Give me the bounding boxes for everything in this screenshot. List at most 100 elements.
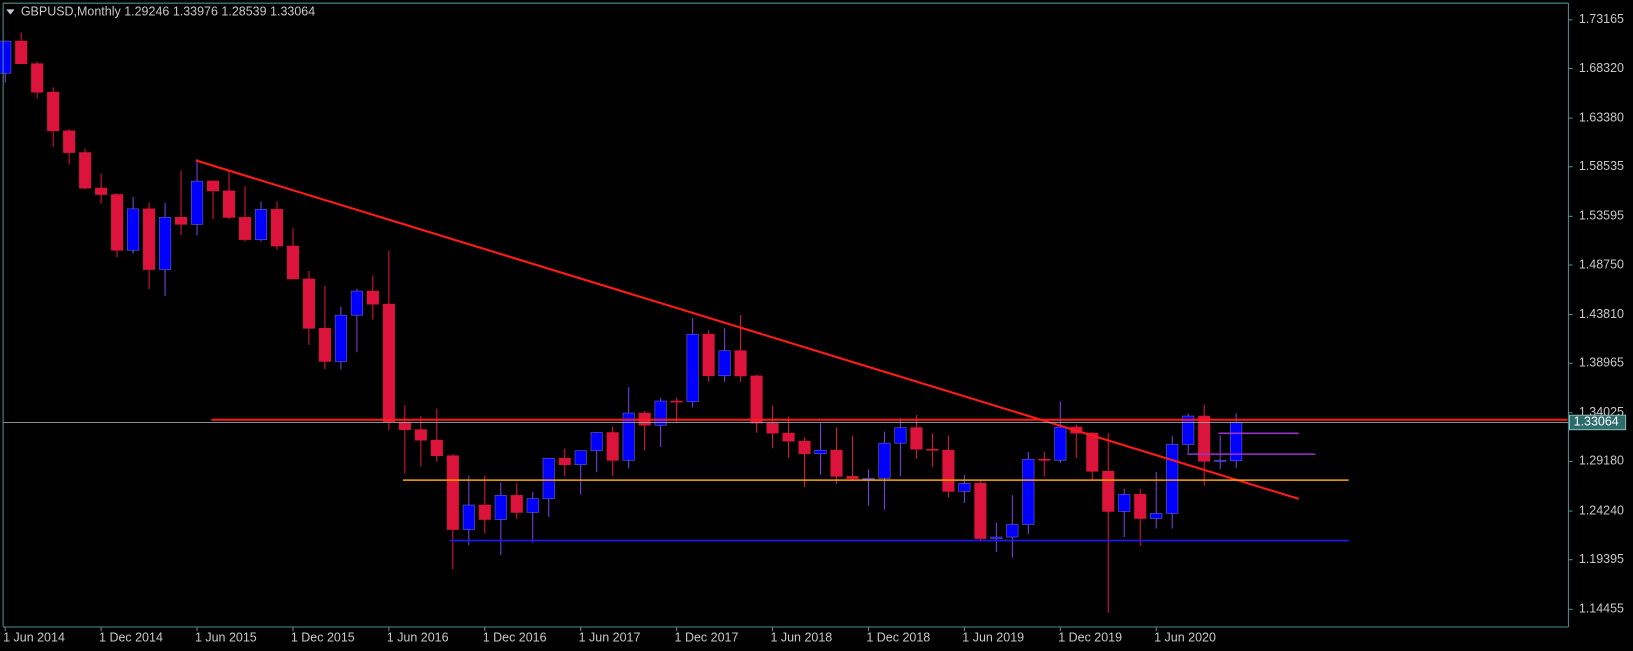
candle-body <box>446 455 459 530</box>
candle-body <box>366 290 379 305</box>
y-tick-label: 1.24240 <box>1579 503 1624 517</box>
candle-body <box>206 180 220 192</box>
candle-body <box>1134 494 1147 519</box>
x-tick-label: 1 Jun 2020 <box>1154 631 1216 645</box>
candle-body <box>1086 432 1099 472</box>
candle-body <box>478 504 491 520</box>
candle-body <box>670 400 683 403</box>
candle-body <box>127 208 140 251</box>
y-tick-label: 1.43810 <box>1579 307 1624 321</box>
y-tick-label: 1.68320 <box>1579 61 1624 75</box>
candle-body <box>910 427 923 450</box>
candle-body <box>270 209 284 247</box>
candle-body <box>302 278 315 329</box>
candle-body <box>766 422 779 434</box>
candle-body <box>414 429 427 441</box>
y-tick-label: 1.29180 <box>1579 454 1624 468</box>
candle-body <box>191 180 204 225</box>
candle-body <box>814 449 827 455</box>
x-tick-label: 1 Jun 2015 <box>195 631 257 645</box>
candle-body <box>462 504 475 530</box>
candle-body <box>990 536 1003 539</box>
y-tick-label: 1.19395 <box>1579 552 1624 566</box>
candles <box>0 32 1243 613</box>
candle-body <box>1182 415 1195 445</box>
candle-body <box>1214 459 1227 462</box>
candle-body <box>654 400 667 426</box>
candle-body <box>542 457 555 499</box>
candle-body <box>686 333 699 403</box>
collapse-icon <box>6 9 15 15</box>
symbol: GBPUSD,Monthly <box>21 5 122 19</box>
candle-body <box>318 328 331 362</box>
candle-body <box>63 130 76 153</box>
x-tick-label: 1 Jun 2018 <box>770 631 832 645</box>
candle-body <box>1150 513 1163 519</box>
x-tick-label: 1 Jun 2017 <box>579 631 641 645</box>
bid-label-box <box>1569 414 1627 431</box>
candle-body <box>862 478 875 480</box>
drawings <box>195 159 1568 542</box>
candle-body <box>398 421 411 430</box>
candle-body <box>47 91 60 132</box>
y-tick-label: 1.58535 <box>1579 159 1624 173</box>
candle-body <box>494 495 507 520</box>
candle-body <box>350 290 363 316</box>
candle-body <box>958 483 971 492</box>
candle-body <box>15 40 28 65</box>
candle-body <box>926 448 939 451</box>
y-tick-label: 1.63380 <box>1579 110 1624 124</box>
x-tick-label: 1 Dec 2014 <box>99 631 163 645</box>
candle-body <box>718 350 731 377</box>
candle-body <box>622 412 635 461</box>
candle-body <box>974 483 987 539</box>
candle-body <box>1102 470 1115 512</box>
candle-body <box>846 476 859 479</box>
candle-body <box>31 63 44 93</box>
candle-body <box>238 217 252 240</box>
candle-body <box>558 457 571 465</box>
candle-body <box>1054 426 1067 461</box>
candle-body <box>510 495 523 513</box>
candle-body <box>942 449 955 492</box>
candle-body <box>1006 524 1019 538</box>
candle-body <box>175 216 188 225</box>
x-tick-label: 1 Dec 2018 <box>866 631 930 645</box>
y-tick-label: 1.53595 <box>1579 209 1624 223</box>
candle-body <box>159 216 172 270</box>
candle-body <box>222 190 236 218</box>
candle-body <box>590 432 603 452</box>
x-tick-label: 1 Jun 2019 <box>962 631 1024 645</box>
open: 1.29246 <box>124 5 169 19</box>
candle-body <box>1198 415 1211 462</box>
candle-body <box>1166 444 1179 514</box>
candle-body <box>734 350 747 377</box>
candle-body <box>894 427 907 444</box>
y-tick-label: 1.73165 <box>1579 12 1624 26</box>
candle-body <box>143 208 156 270</box>
candle-body <box>750 375 763 424</box>
candle-body <box>95 187 108 195</box>
candle-body <box>0 40 12 74</box>
bid-label: 1.33064 <box>1574 415 1619 429</box>
candle-body <box>430 439 443 457</box>
low: 1.28539 <box>221 5 266 19</box>
x-tick-label: 1 Jun 2016 <box>387 631 449 645</box>
candle-body <box>79 152 92 189</box>
y-tick-label: 1.14455 <box>1579 602 1624 616</box>
candle-body <box>382 303 395 423</box>
close: 1.33064 <box>270 5 315 19</box>
candle-body <box>830 449 843 477</box>
x-tick-label: 1 Dec 2017 <box>675 631 739 645</box>
trend-line <box>195 159 1299 500</box>
candle-body <box>254 209 268 240</box>
y-tick-label: 1.38965 <box>1579 356 1624 370</box>
candle-body <box>574 450 587 465</box>
x-tick-label: 1 Dec 2015 <box>291 631 355 645</box>
candle-body <box>334 314 347 362</box>
candle-body <box>111 194 124 251</box>
candle-body <box>1022 458 1035 525</box>
